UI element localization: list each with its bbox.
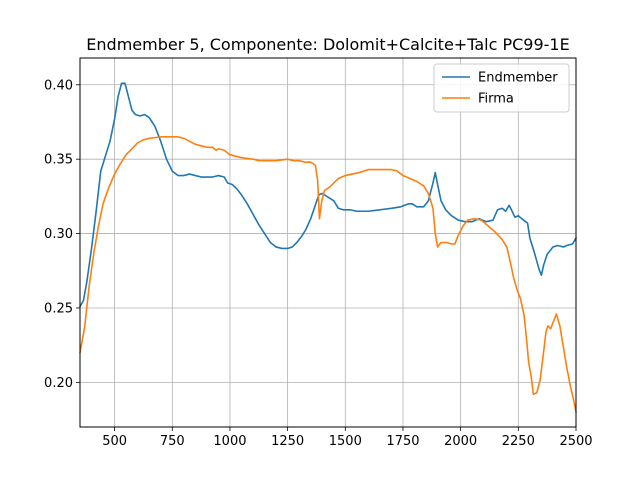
legend-box: [433, 63, 570, 113]
series-line-firma: [79, 136, 577, 413]
y-tick-label: 0.40: [44, 78, 73, 93]
plot-frame: [79, 57, 577, 428]
legend-label: Endmember: [478, 71, 558, 86]
y-tick-label: 0.30: [44, 227, 73, 242]
chart-title: Endmember 5, Componente: Dolomit+Calcite…: [86, 35, 569, 54]
x-tick-label: 1000: [213, 434, 246, 449]
x-tick-label: 1750: [386, 434, 419, 449]
y-tick-label: 0.20: [44, 376, 73, 391]
y-axis: 0.20 0.25 0.30 0.35 0.40: [44, 78, 80, 391]
y-tick-label: 0.35: [44, 153, 73, 168]
legend: Endmember Firma: [433, 63, 570, 113]
y-tick-label: 0.25: [44, 301, 73, 316]
x-tick-label: 1250: [271, 434, 304, 449]
x-tick-label: 2000: [444, 434, 477, 449]
x-tick-label: 2250: [502, 434, 535, 449]
x-tick-label: 500: [102, 434, 127, 449]
x-tick-label: 1500: [329, 434, 362, 449]
series-lines: [79, 82, 577, 413]
x-tick-label: 2500: [559, 434, 592, 449]
legend-label: Firma: [478, 92, 514, 107]
x-tick-label: 750: [160, 434, 185, 449]
x-axis: 500 750 1000 1250 1500 1750 2000 2250 2500: [102, 427, 593, 449]
